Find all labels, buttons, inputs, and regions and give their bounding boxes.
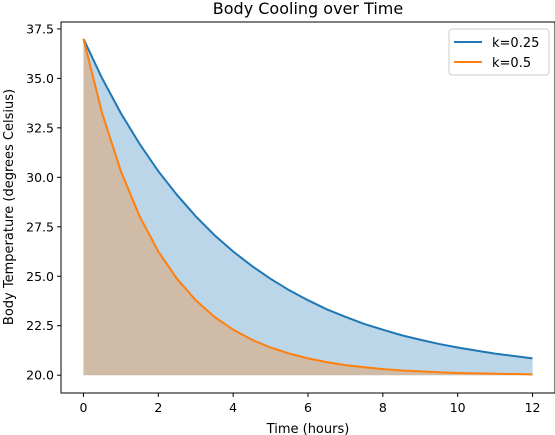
y-tick-label: 32.5 [26, 120, 54, 135]
x-tick-label: 0 [79, 400, 87, 415]
x-tick-label: 10 [450, 400, 466, 415]
legend-label-k05: k=0.5 [492, 56, 531, 71]
x-tick-label: 6 [304, 400, 312, 415]
x-tick-label: 8 [379, 400, 387, 415]
y-axis-label: Body Temperature (degrees Celsius) [2, 89, 17, 325]
x-axis-label: Time (hours) [266, 422, 350, 435]
y-tick-label: 27.5 [26, 219, 54, 234]
legend: k=0.25 k=0.5 [449, 29, 549, 75]
y-axis: 20.0 22.5 25.0 27.5 30.0 32.5 35.0 37.5 [26, 21, 61, 382]
area-layer [83, 39, 532, 375]
y-tick-label: 20.0 [26, 368, 54, 383]
y-tick-label: 25.0 [26, 269, 54, 284]
legend-label-k025: k=0.25 [492, 36, 539, 51]
chart-title: Body Cooling over Time [213, 0, 403, 18]
x-tick-label: 4 [229, 400, 237, 415]
y-tick-label: 22.5 [26, 318, 54, 333]
x-tick-label: 12 [525, 400, 541, 415]
x-tick-label: 2 [154, 400, 162, 415]
y-tick-label: 37.5 [26, 21, 54, 36]
y-tick-label: 35.0 [26, 71, 54, 86]
y-tick-label: 30.0 [26, 170, 54, 185]
x-axis: 0 2 4 6 8 10 12 [79, 393, 540, 415]
